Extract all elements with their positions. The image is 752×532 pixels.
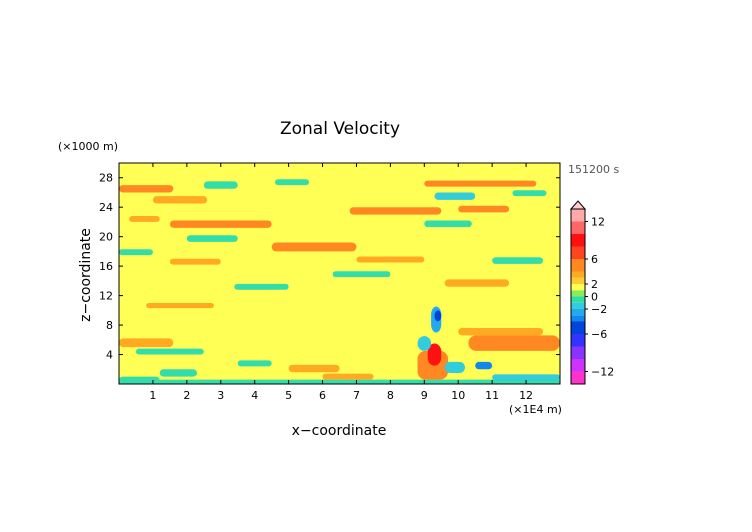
colorbar-level-9 [571,290,585,297]
x-tick-label: 8 [387,389,394,402]
colorbar-level-1 [571,359,585,372]
y-tick-label: 16 [99,260,113,273]
colorbar-tick-label: 0 [591,291,598,304]
velocity-region-7 [169,220,272,228]
x-tick-label: 7 [353,389,360,402]
colorbar-level-4 [571,321,585,334]
time-label: 151200 s [568,163,619,176]
colorbar-level-16 [571,221,585,234]
colorbar-level-11 [571,277,585,284]
x-tick-label: 12 [519,389,533,402]
colorbar-level-2 [571,346,585,359]
velocity-region-11 [169,258,221,265]
velocity-region-15 [424,220,472,228]
colorbar-tick-label: 12 [591,216,605,229]
velocity-region-16 [458,205,510,213]
colorbar-tick-label: −12 [591,366,614,379]
chart-title: Zonal Velocity [280,119,400,139]
velocity-region-1 [119,376,160,384]
velocity-region-33 [427,343,442,366]
x-tick-label: 5 [285,389,292,402]
x-tick-label: 9 [421,389,428,402]
colorbar-level-10 [571,284,585,291]
y-tick-label: 8 [106,319,113,332]
velocity-region-23 [146,302,214,309]
velocity-region-22 [234,283,289,290]
colorbar-level-15 [571,234,585,247]
colorbar-tick-label: −2 [591,303,607,316]
velocity-region-19 [492,257,544,264]
x-tick-label: 1 [149,389,156,402]
x-axis-label: x−coordinate [292,423,387,439]
y-axis-label: z−coordinate [78,228,94,322]
velocity-region-13 [434,192,476,200]
colorbar-level-12 [571,271,585,278]
x-tick-label: 4 [251,389,258,402]
y-tick-label: 12 [99,290,113,303]
velocity-region-36 [417,336,432,351]
velocity-region-25 [135,348,204,355]
colorbar-level-17 [571,209,585,222]
velocity-region-6 [129,216,160,222]
velocity-region-35 [434,310,442,322]
velocity-region-38 [475,361,493,370]
velocity-region-18 [356,256,425,263]
velocity-region-24 [119,338,174,348]
colorbar-tick-label: 6 [591,253,598,266]
velocity-region-2 [119,185,174,193]
colorbar-level-5 [571,315,585,322]
colorbar-level-14 [571,246,585,259]
velocity-region-5 [275,179,309,186]
velocity-region-9 [271,242,357,252]
velocity-region-37 [444,361,466,373]
velocity-region-14 [424,180,537,187]
colorbar-tick-label: 2 [591,278,598,291]
colorbar-level-0 [571,371,585,384]
x-tick-label: 2 [183,389,190,402]
y-unit-label: (×1000 m) [58,140,118,153]
colorbar-level-7 [571,302,585,309]
colorbar-arrow-icon [569,200,587,210]
y-tick-label: 24 [99,201,113,214]
velocity-region-8 [186,235,238,242]
x-tick-label: 10 [451,389,465,402]
x-tick-label: 11 [485,389,499,402]
y-tick-label: 20 [99,231,113,244]
velocity-region-39 [492,374,560,381]
colorbar-level-3 [571,334,585,347]
velocity-region-27 [288,364,340,373]
x-tick-label: 6 [319,389,326,402]
colorbar-tick-label: −6 [591,328,607,341]
colorbar-level-13 [571,259,585,272]
colorbar-level-6 [571,309,585,316]
velocity-region-29 [159,369,198,377]
velocity-region-30 [468,335,560,351]
colorbar-level-8 [571,296,585,303]
velocity-region-12 [349,207,442,215]
velocity-region-0 [119,379,560,384]
x-unit-label: (×1E4 m) [509,403,562,416]
velocity-region-17 [512,190,547,197]
colorbar: 12 6 20−2 −6 −12 [569,200,614,385]
y-tick-label: 4 [106,349,113,362]
plot-frame [118,162,561,385]
x-tick-label: 3 [217,389,224,402]
velocity-region-10 [119,249,153,256]
velocity-region-4 [203,181,238,189]
velocity-region-3 [152,196,208,204]
velocity-region-26 [237,360,272,367]
velocity-region-31 [458,328,544,336]
velocity-region-28 [322,373,374,380]
heatmap-field [119,163,560,384]
y-tick-label: 28 [99,172,113,185]
velocity-region-21 [332,271,391,278]
velocity-region-20 [444,279,510,287]
